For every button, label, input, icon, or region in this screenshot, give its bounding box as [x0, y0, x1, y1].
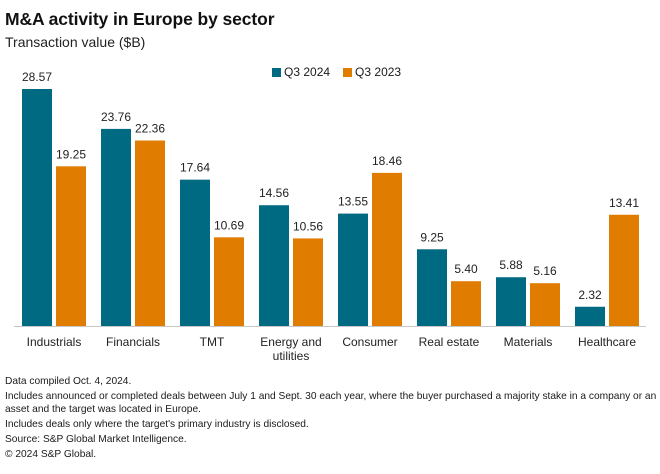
bar-chart: 28.57 19.25 23.76 22.36 17.64 10.69 14.56 10.56… [14, 70, 646, 363]
bar-healthcare-q3-2023 [609, 214, 639, 326]
bar-label-tmt-q3-2024: 17.64 [180, 161, 210, 175]
bar-label-real-estate-q3-2023: 5.40 [454, 262, 478, 276]
category-label-line: Materials [504, 335, 553, 349]
bar-financials-q3-2024 [101, 128, 131, 326]
legend-label-q3-2023: Q3 2023 [355, 65, 402, 79]
category-label-line: Industrials [27, 335, 82, 349]
bar-labels-group: 28.57 19.25 23.76 22.36 17.64 10.69 14.56 10.56… [22, 70, 639, 302]
chart-subtitle: Transaction value ($B) [5, 34, 146, 50]
bar-materials-q3-2024 [496, 277, 526, 326]
bar-financials-q3-2023 [135, 140, 165, 326]
bar-label-healthcare-q3-2024: 2.32 [578, 288, 602, 302]
bar-label-financials-q3-2023: 22.36 [135, 122, 165, 136]
bar-label-materials-q3-2023: 5.16 [533, 264, 557, 278]
legend-label-q3-2024: Q3 2024 [284, 65, 331, 79]
note-copyright: © 2024 S&P Global. [5, 448, 97, 460]
bar-label-industrials-q3-2024: 28.57 [22, 70, 52, 84]
bar-label-financials-q3-2024: 23.76 [101, 110, 131, 124]
category-label-industrials: Industrials [27, 335, 82, 349]
bar-label-industrials-q3-2023: 19.25 [56, 147, 86, 161]
note-primary-industry: Includes deals only where the target's p… [5, 418, 309, 430]
category-label-line: Healthcare [578, 335, 636, 349]
note-compiled: Data compiled Oct. 4, 2024. [5, 376, 132, 387]
bar-label-tmt-q3-2023: 10.69 [214, 218, 244, 232]
bar-materials-q3-2023 [530, 283, 560, 326]
category-label-line: Energy and [260, 335, 321, 349]
bar-industrials-q3-2024 [22, 89, 52, 326]
bar-label-energy-and-utilities-q3-2024: 14.56 [259, 186, 289, 200]
category-label-line: Real estate [419, 335, 480, 349]
category-label-healthcare: Healthcare [578, 335, 636, 349]
bar-label-healthcare-q3-2023: 13.41 [609, 196, 639, 210]
category-labels-group: Industrials Financials TMT Energy and utilit… [27, 335, 637, 363]
category-label-materials: Materials [504, 335, 553, 349]
category-label-energy-and-utilities: Energy and utilities [260, 335, 321, 363]
bar-label-consumer-q3-2023: 18.46 [372, 154, 402, 168]
bar-consumer-q3-2023 [372, 172, 402, 326]
bar-label-consumer-q3-2024: 13.55 [338, 195, 368, 209]
bar-real-estate-q3-2024 [417, 249, 447, 326]
category-label-line: utilities [273, 349, 310, 363]
legend-swatch-q3-2024 [272, 67, 281, 77]
bar-label-real-estate-q3-2024: 9.25 [420, 230, 444, 244]
category-label-consumer: Consumer [342, 335, 397, 349]
bar-label-energy-and-utilities-q3-2023: 10.56 [293, 219, 323, 233]
category-label-tmt: TMT [200, 335, 225, 349]
chart-title: M&A activity in Europe by sector [5, 9, 275, 29]
category-label-real-estate: Real estate [419, 335, 480, 349]
category-label-line: Consumer [342, 335, 397, 349]
bar-label-materials-q3-2024: 5.88 [499, 258, 523, 272]
bars-group [22, 89, 639, 326]
bar-healthcare-q3-2024 [575, 306, 605, 326]
bar-real-estate-q3-2023 [451, 281, 481, 326]
bar-consumer-q3-2024 [338, 213, 368, 326]
bar-energy-and-utilities-q3-2024 [259, 205, 289, 326]
category-label-line: Financials [106, 335, 160, 349]
bar-tmt-q3-2023 [214, 237, 244, 326]
legend-swatch-q3-2023 [343, 67, 353, 77]
legend-item-q3-2023: Q3 2023 [343, 65, 401, 79]
legend-item-q3-2024: Q3 2024 [272, 65, 330, 79]
footnotes: Data compiled Oct. 4, 2024. Includes ann… [5, 376, 657, 464]
bar-tmt-q3-2024 [180, 179, 210, 326]
bar-energy-and-utilities-q3-2023 [293, 238, 323, 326]
bar-industrials-q3-2023 [56, 166, 86, 326]
legend: Q3 2024 Q3 2023 [272, 65, 414, 79]
note-source: Source: S&P Global Market Intelligence. [5, 433, 187, 445]
note-includes-deals: Includes announced or completed deals be… [5, 391, 657, 415]
category-label-line: TMT [200, 335, 225, 349]
category-label-financials: Financials [106, 335, 160, 349]
